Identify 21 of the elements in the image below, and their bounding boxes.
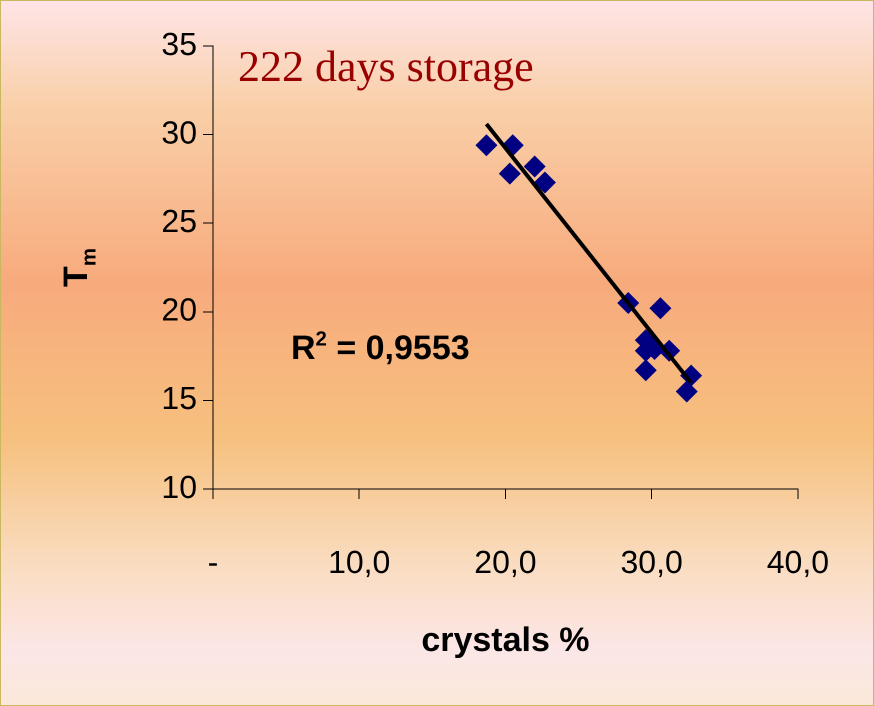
point (534, 171, 556, 194)
x-axis-title: crystals % (421, 621, 590, 659)
point (524, 155, 546, 178)
point (498, 162, 521, 185)
x-tick-label: 40,0 (766, 544, 829, 580)
y-tick-label: 15 (161, 380, 197, 416)
x-tick-label: - (208, 544, 218, 580)
chart-title: 222 days storage (238, 42, 534, 91)
y-axis-title: Tm (57, 248, 100, 287)
x-tick-label: 20,0 (474, 544, 537, 580)
x-tick-label: 10,0 (328, 544, 390, 580)
y-tick-label: 20 (161, 292, 197, 328)
point (649, 297, 672, 320)
point (634, 359, 657, 382)
point (475, 134, 498, 156)
y-tick-label: 30 (161, 114, 197, 150)
y-tick-label: 35 (161, 26, 197, 62)
y-tick-label: 10 (161, 468, 197, 505)
point (676, 380, 698, 403)
x-tick-label: 30,0 (620, 544, 683, 580)
y-tick-label: 25 (161, 203, 197, 240)
